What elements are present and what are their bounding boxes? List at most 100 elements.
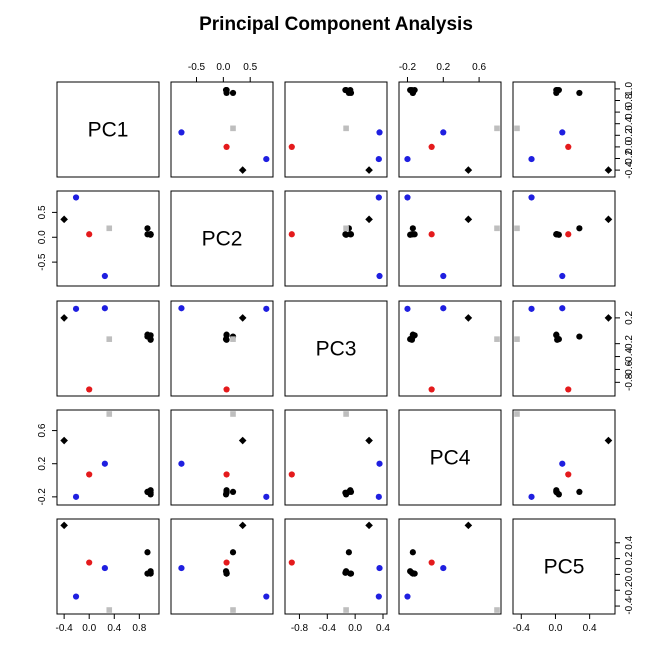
- data-point: [178, 460, 185, 467]
- data-point: [559, 460, 566, 467]
- data-point: [86, 559, 93, 566]
- panel-PC4-vs-PC5: [512, 409, 616, 506]
- top-tick-label: 0.0: [216, 62, 230, 73]
- panel-frame: [170, 190, 274, 287]
- data-point: [404, 305, 411, 312]
- data-point: [288, 143, 295, 150]
- right-tick-label: -0.2: [624, 581, 635, 599]
- data-point: [144, 488, 151, 495]
- data-point: [343, 225, 349, 232]
- data-point: [178, 305, 185, 312]
- data-point: [404, 593, 411, 600]
- panel-frame: [398, 81, 502, 178]
- panel-PC2-vs-PC4: [398, 190, 502, 287]
- data-point: [604, 166, 613, 174]
- data-point: [101, 460, 108, 467]
- left-tick-label: -0.2: [37, 488, 48, 506]
- data-point: [60, 314, 68, 322]
- data-point: [347, 488, 355, 495]
- data-point: [263, 155, 270, 163]
- panel-frame: [284, 300, 388, 397]
- data-point: [342, 491, 350, 498]
- data-point: [345, 549, 352, 556]
- data-point: [409, 331, 416, 338]
- data-point: [376, 129, 383, 136]
- data-point: [238, 166, 247, 174]
- data-point: [376, 460, 383, 467]
- data-point: [223, 386, 230, 393]
- data-point: [464, 166, 473, 174]
- data-point: [553, 488, 560, 495]
- data-point: [553, 231, 560, 238]
- data-point: [440, 272, 447, 280]
- data-point: [464, 215, 473, 224]
- panel-PC3-vs-PC5: [512, 300, 616, 397]
- left-tick-label: 0.2: [37, 456, 48, 470]
- data-point: [288, 231, 295, 238]
- panel-PC2-vs-PC5: [512, 190, 616, 287]
- data-point: [144, 331, 151, 338]
- data-point: [86, 386, 93, 393]
- panel-frame: [170, 409, 274, 506]
- panel-frame: [512, 190, 616, 287]
- panel-frame: [284, 518, 388, 615]
- data-point: [464, 314, 473, 322]
- data-point: [528, 194, 535, 201]
- data-point: [229, 89, 237, 97]
- bottom-tick-label: -0.4: [513, 623, 531, 634]
- data-point: [565, 471, 572, 478]
- bottom-tick-label: -0.4: [319, 623, 337, 634]
- data-point: [365, 436, 373, 445]
- data-point: [106, 607, 113, 613]
- data-point: [494, 125, 500, 132]
- data-point: [514, 411, 520, 417]
- panel-frame: [170, 300, 274, 397]
- data-point: [565, 143, 572, 150]
- right-tick-label: -0.8: [624, 373, 635, 391]
- top-tick-label: 0.5: [243, 62, 257, 73]
- left-tick-label: -0.5: [37, 253, 48, 271]
- panel-frame: [170, 518, 274, 615]
- data-point: [60, 436, 68, 445]
- data-point: [404, 155, 411, 163]
- bottom-tick-label: 0.0: [549, 623, 563, 634]
- right-tick-label: 0.0: [624, 567, 635, 581]
- bottom-tick-label: 0.4: [583, 623, 597, 634]
- panel-frame: [56, 190, 160, 287]
- data-point: [238, 521, 247, 530]
- data-point: [347, 570, 355, 577]
- panel-PC4-vs-PC1: [56, 409, 160, 506]
- data-point: [409, 570, 416, 577]
- data-point: [343, 411, 349, 417]
- panel-PC4-vs-PC4: PC4: [398, 409, 502, 506]
- data-point: [565, 386, 572, 393]
- panel-frame: [512, 518, 616, 615]
- panel-frame: [284, 409, 388, 506]
- left-tick-label: 0.0: [37, 230, 48, 244]
- data-point: [494, 336, 500, 342]
- data-point: [559, 272, 566, 280]
- data-point: [288, 559, 295, 566]
- bottom-tick-label: -0.8: [291, 623, 309, 634]
- data-point: [604, 436, 613, 445]
- data-point: [428, 386, 435, 393]
- right-tick-label: -0.4: [624, 161, 635, 179]
- data-point: [428, 559, 435, 566]
- panel-frame: [398, 190, 502, 287]
- data-point: [376, 564, 383, 572]
- data-point: [604, 215, 613, 224]
- panel-PC2-vs-PC1: [56, 190, 160, 287]
- panel-frame: [284, 190, 388, 287]
- diagonal-label-PC3: PC3: [316, 338, 357, 361]
- data-point: [72, 493, 80, 500]
- data-point: [409, 549, 416, 556]
- data-point: [230, 125, 236, 132]
- data-point: [404, 194, 411, 201]
- data-point: [494, 225, 500, 232]
- panel-PC5-vs-PC2: [170, 518, 274, 615]
- data-point: [229, 549, 237, 556]
- data-point: [528, 305, 535, 312]
- right-tick-label: 0.4: [624, 535, 635, 549]
- left-tick-label: 0.5: [37, 205, 48, 219]
